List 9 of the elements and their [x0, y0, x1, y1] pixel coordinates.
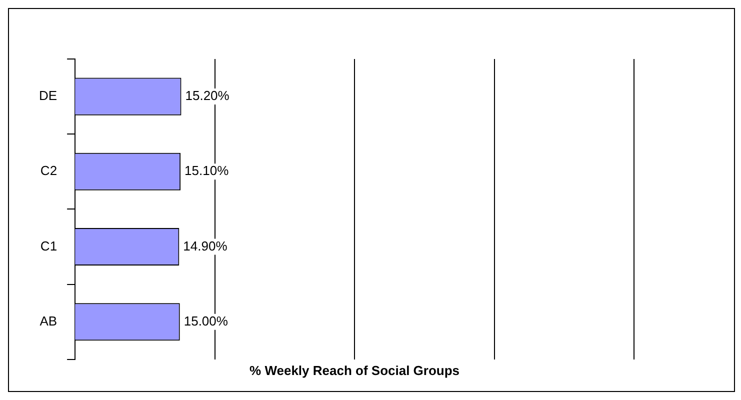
y-tick-label: DE [38, 88, 58, 104]
data-label: 14.90% [183, 238, 228, 254]
x-axis-title: % Weekly Reach of Social Groups [250, 362, 460, 378]
data-label: 15.10% [184, 163, 230, 178]
y-tick-label: C1 [40, 238, 58, 254]
data-label: 15.20% [185, 88, 230, 104]
y-tick-label: AB [40, 313, 58, 328]
data-label: 15.00% [184, 313, 228, 328]
y-tick-label: C2 [40, 163, 58, 178]
